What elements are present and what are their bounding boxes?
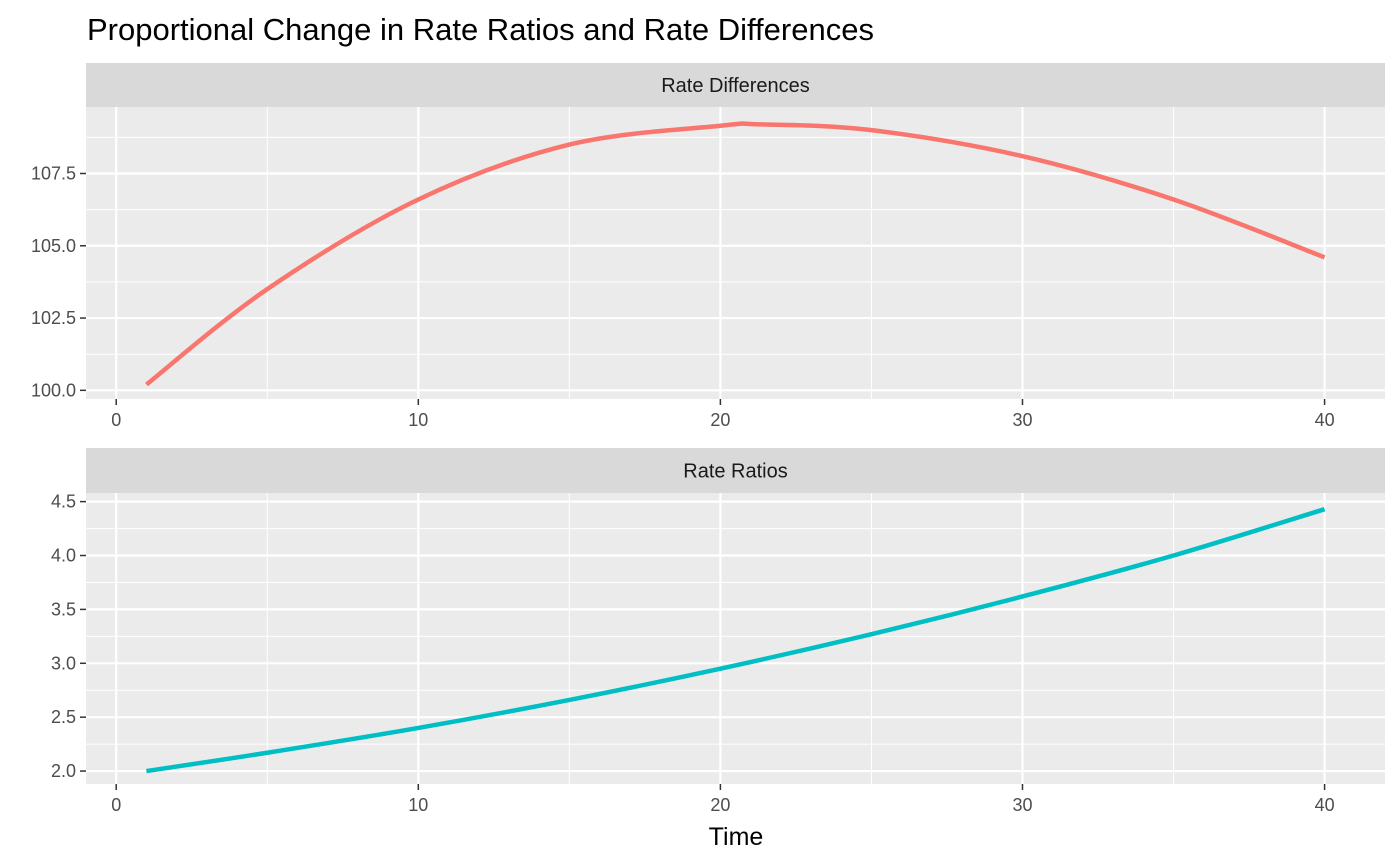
y-tick-label: 102.5 (31, 308, 76, 328)
chart-title: Proportional Change in Rate Ratios and R… (87, 12, 874, 47)
y-tick-label: 4.0 (51, 546, 76, 566)
x-tick-label: 20 (710, 410, 730, 430)
y-tick-label: 2.5 (51, 707, 76, 727)
y-tick-label: 107.5 (31, 163, 76, 183)
y-tick-label: 100.0 (31, 380, 76, 400)
y-tick-label: 4.5 (51, 492, 76, 512)
x-tick-label: 40 (1315, 410, 1335, 430)
panel-rate-differences: Rate Differences 0 10 20 30 40 100.0 102.5 105.0… (31, 63, 1385, 430)
strip-rate-differences (86, 63, 1385, 107)
panel-rate-ratios: Rate Ratios 0 10 20 30 40 2.0 2.5 3.0 3.5 4.0 4.5 (51, 448, 1385, 815)
series-line-rate-ratios (146, 507, 1326, 774)
panel-background-rate-differences (86, 107, 1385, 399)
x-tick-label: 20 (710, 795, 730, 815)
x-tick-label: 40 (1315, 795, 1335, 815)
y-tick-label: 3.5 (51, 599, 76, 619)
y-tick-label: 2.0 (51, 761, 76, 781)
x-tick-label: 30 (1012, 795, 1032, 815)
x-tick-label: 30 (1012, 410, 1032, 430)
x-tick-label: 10 (408, 795, 428, 815)
strip-rate-ratios (86, 448, 1385, 493)
y-tick-label: 3.0 (51, 653, 76, 673)
strip-label-rate-differences: Rate Differences (661, 75, 810, 97)
x-tick-label: 10 (408, 410, 428, 430)
y-tick-label: 105.0 (31, 236, 76, 256)
x-axis-title: Time (709, 823, 764, 851)
strip-label-rate-ratios: Rate Ratios (683, 461, 788, 483)
x-tick-label: 0 (111, 410, 121, 430)
series-line-rate-differences (145, 121, 1326, 387)
panel-background-rate-ratios (86, 493, 1385, 784)
x-tick-label: 0 (111, 795, 121, 815)
